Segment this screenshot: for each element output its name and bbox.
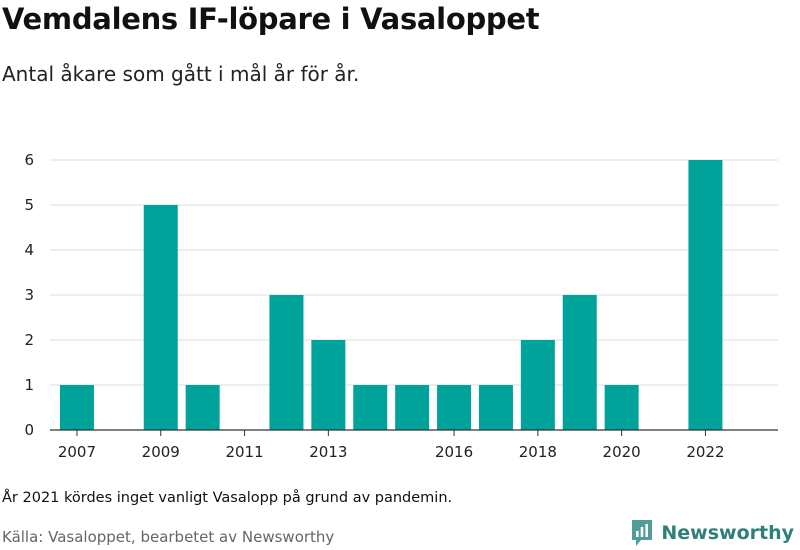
bar-chart: 0 1 2 3 4 5 6 2007 2009 2011 2013 2016 2018 2020 2022 xyxy=(24,151,778,461)
y-tick-label: 0 xyxy=(24,421,34,439)
x-tick-label: 2020 xyxy=(603,443,641,461)
bars xyxy=(59,160,723,430)
x-axis xyxy=(50,429,778,436)
newsworthy-logo-icon xyxy=(632,520,653,546)
bar xyxy=(604,385,639,430)
x-tick-label: 2016 xyxy=(435,443,473,461)
y-tick-label: 3 xyxy=(24,286,34,304)
bar xyxy=(143,205,178,430)
x-tick-label: 2011 xyxy=(225,443,263,461)
x-tick-label: 2018 xyxy=(519,443,557,461)
y-tick-label: 2 xyxy=(24,331,34,349)
chart-subtitle: Antal åkare som gått i mål år för år. xyxy=(2,62,360,86)
x-axis-tick-labels: 2007 2009 2011 2013 2016 2018 2020 2022 xyxy=(58,443,725,461)
bar xyxy=(269,295,304,430)
y-tick-label: 6 xyxy=(24,151,34,169)
x-tick-label: 2013 xyxy=(309,443,347,461)
y-axis-tick-labels: 0 1 2 3 4 5 6 xyxy=(24,151,34,439)
brand-logo[interactable]: Newsworthy xyxy=(630,519,794,547)
y-tick-label: 4 xyxy=(24,241,34,259)
chart-title: Vemdalens IF-löpare i Vasaloppet xyxy=(2,2,540,36)
bar xyxy=(688,160,723,430)
bar xyxy=(520,340,555,430)
bar xyxy=(562,295,597,430)
x-tick-label: 2022 xyxy=(686,443,724,461)
brand-name: Newsworthy xyxy=(661,522,794,544)
bar xyxy=(353,385,388,430)
bar xyxy=(478,385,513,430)
bar xyxy=(185,385,220,430)
y-tick-label: 1 xyxy=(24,376,34,394)
source-text: Källa: Vasaloppet, bearbetet av Newswort… xyxy=(2,528,335,546)
x-tick-label: 2007 xyxy=(58,443,96,461)
bar xyxy=(395,385,430,430)
bar xyxy=(311,340,346,430)
y-tick-label: 5 xyxy=(24,196,34,214)
footnote: År 2021 kördes inget vanligt Vasalopp på… xyxy=(2,490,453,506)
bar xyxy=(437,385,472,430)
x-tick-label: 2009 xyxy=(142,443,180,461)
bar xyxy=(59,385,94,430)
